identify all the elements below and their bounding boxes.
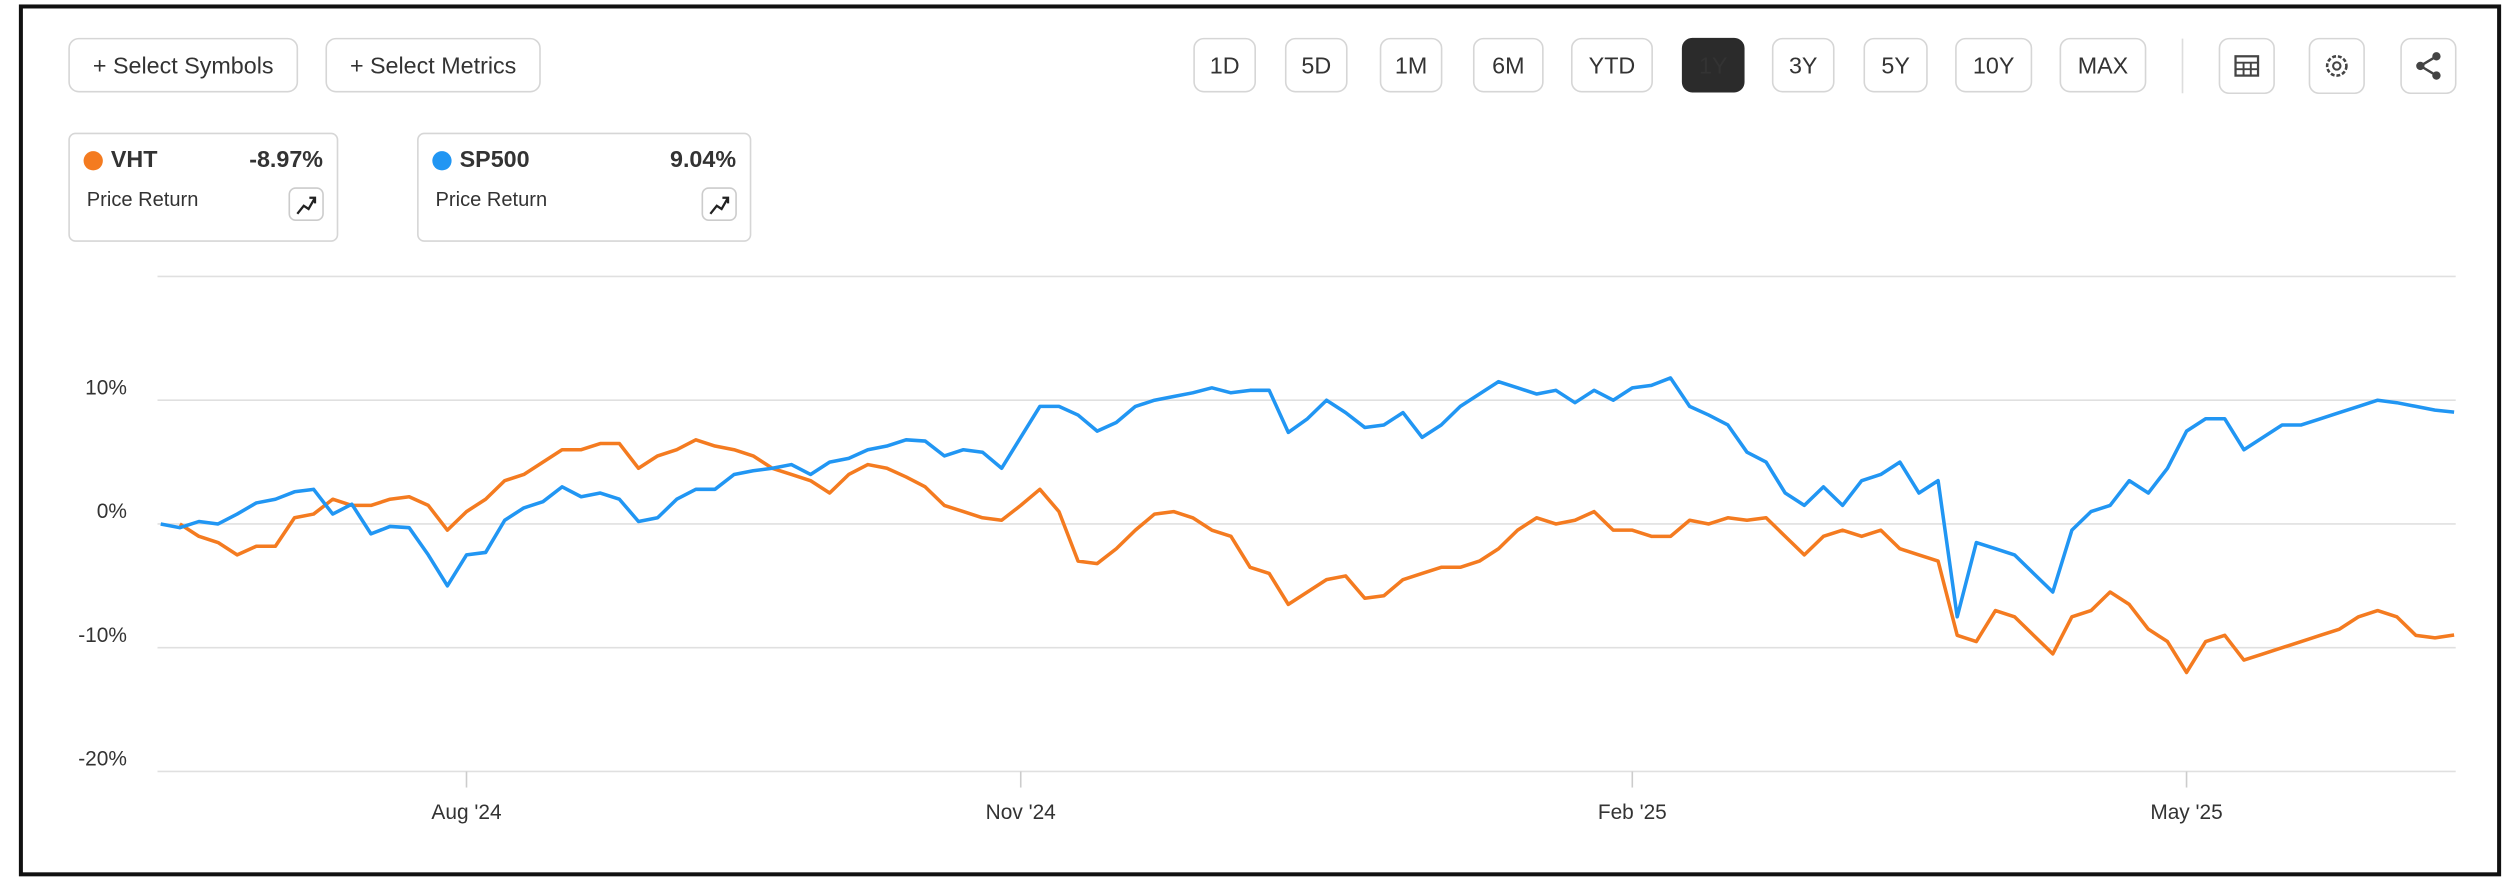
- button-box[interactable]: [1681, 37, 1745, 93]
- range-button[interactable]: 5Y: [1863, 37, 1928, 93]
- x-tick-label: Feb '25: [1598, 801, 1667, 824]
- range-button[interactable]: 3Y: [1771, 37, 1835, 93]
- range-button[interactable]: 5D: [1284, 37, 1348, 93]
- legend-name: SP500: [460, 146, 530, 172]
- button-box[interactable]: [325, 37, 541, 93]
- range-label[interactable]: 1M: [1395, 53, 1427, 79]
- frame: [18, 4, 2502, 877]
- select-button[interactable]: + Select Metrics: [325, 37, 541, 93]
- range-label[interactable]: 1Y: [1699, 53, 1728, 79]
- gear-icon[interactable]: [2332, 61, 2342, 71]
- table-button[interactable]: [2218, 37, 2275, 95]
- share-button[interactable]: [2400, 37, 2457, 95]
- range-label[interactable]: 5Y: [1881, 53, 1910, 79]
- button-box[interactable]: [1863, 37, 1928, 93]
- button-box[interactable]: [2218, 37, 2275, 95]
- button-box[interactable]: [1771, 37, 1835, 93]
- table-icon[interactable]: [2234, 55, 2260, 77]
- select-button[interactable]: + Select Symbols: [68, 37, 299, 93]
- series-line: [160, 376, 2455, 619]
- card-box: [417, 132, 752, 242]
- range-label[interactable]: 1D: [1210, 53, 1240, 79]
- range-button[interactable]: 1M: [1379, 37, 1443, 93]
- button-box[interactable]: [68, 37, 299, 93]
- legend-card: VHT -8.97% Price Return: [68, 132, 339, 242]
- range-label[interactable]: 6M: [1492, 53, 1524, 79]
- legend-name: VHT: [111, 146, 158, 172]
- range-label[interactable]: YTD: [1589, 53, 1636, 79]
- button-box[interactable]: [1379, 37, 1443, 93]
- legend-change: -8.97%: [249, 146, 323, 172]
- button-box[interactable]: [2400, 37, 2457, 95]
- x-tick-label: Aug '24: [431, 801, 501, 824]
- range-label[interactable]: 5D: [1301, 53, 1331, 79]
- button-box[interactable]: [2308, 37, 2365, 95]
- x-tick-label: May '25: [2150, 801, 2222, 824]
- legend-metric: Price Return: [87, 189, 199, 211]
- legend-metric: Price Return: [436, 189, 548, 211]
- y-tick-label: -20%: [78, 748, 127, 771]
- legend-change: 9.04%: [670, 146, 736, 172]
- range-button[interactable]: YTD: [1570, 37, 1653, 93]
- x-tick-label: Nov '24: [986, 801, 1056, 824]
- range-button[interactable]: MAX: [2059, 37, 2147, 93]
- button-box[interactable]: [2059, 37, 2147, 93]
- range-button[interactable]: 10Y: [1955, 37, 2033, 93]
- trend-icon[interactable]: [296, 196, 317, 215]
- button-label[interactable]: + Select Symbols: [93, 53, 274, 79]
- card-box: [68, 132, 339, 242]
- range-label[interactable]: 3Y: [1789, 53, 1818, 79]
- button-label[interactable]: + Select Metrics: [350, 53, 516, 79]
- button-box[interactable]: [1284, 37, 1348, 93]
- share-icon[interactable]: [2432, 52, 2441, 61]
- y-tick-label: 0%: [97, 500, 127, 523]
- button-box[interactable]: [1955, 37, 2033, 93]
- share-icon[interactable]: [2432, 71, 2441, 80]
- range-button[interactable]: 6M: [1472, 37, 1544, 93]
- y-tick-label: -10%: [78, 624, 127, 647]
- share-icon[interactable]: [2416, 61, 2425, 71]
- chart-icon-button[interactable]: [288, 187, 324, 222]
- range-button[interactable]: 1Y: [1681, 37, 1745, 93]
- button-box[interactable]: [1472, 37, 1544, 93]
- range-button[interactable]: 1D: [1193, 37, 1256, 93]
- range-label[interactable]: MAX: [2078, 53, 2129, 79]
- settings-button[interactable]: [2308, 37, 2365, 95]
- legend-swatch: [432, 151, 452, 171]
- button-box[interactable]: [1193, 37, 1256, 93]
- legend-swatch: [83, 151, 103, 171]
- gear-icon[interactable]: [2325, 55, 2348, 77]
- trend-icon[interactable]: [709, 196, 730, 215]
- button-box[interactable]: [1570, 37, 1653, 93]
- range-label[interactable]: 10Y: [1973, 53, 2015, 79]
- chart-icon-button[interactable]: [701, 187, 737, 222]
- y-tick-label: 10%: [85, 376, 127, 399]
- legend-card: SP500 9.04% Price Return: [417, 132, 752, 242]
- table-icon[interactable]: [2235, 61, 2259, 76]
- series-line: [178, 438, 2455, 675]
